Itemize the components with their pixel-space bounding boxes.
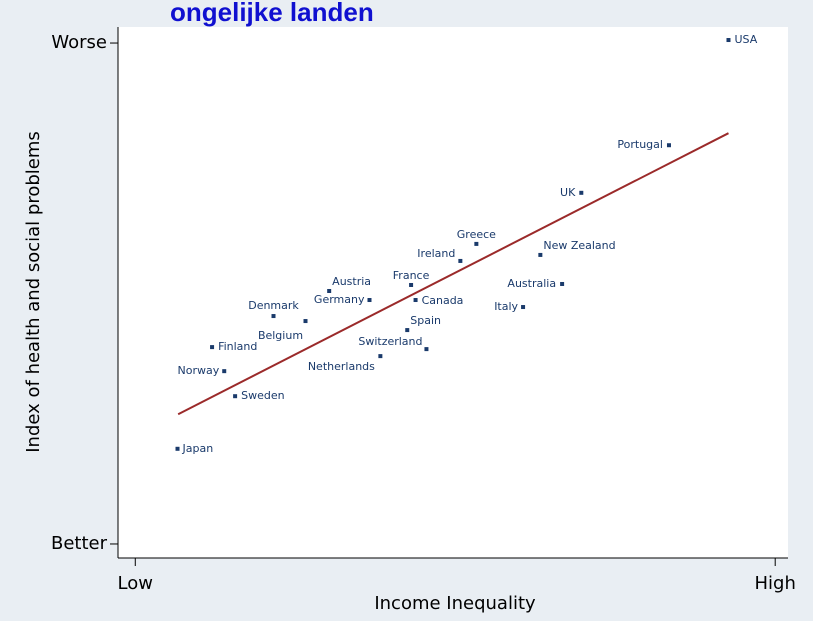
point: [367, 298, 372, 303]
point-label: New Zealand: [543, 239, 615, 252]
point: [175, 446, 180, 451]
x-tick-label: High: [755, 573, 796, 594]
point-label: Italy: [494, 300, 518, 313]
point-label: Australia: [507, 277, 556, 290]
point: [538, 252, 543, 257]
point-label: Ireland: [417, 247, 455, 260]
y-tick-label: Worse: [51, 32, 107, 53]
y-axis-title: Index of health and social problems: [23, 131, 44, 453]
point-label: Finland: [218, 340, 257, 353]
point-label: Austria: [332, 275, 371, 288]
point: [726, 38, 731, 43]
point: [327, 288, 332, 293]
point-label: Switzerland: [358, 335, 422, 348]
point-label: Greece: [457, 228, 496, 241]
point: [474, 241, 479, 246]
point: [413, 298, 418, 303]
point: [303, 319, 308, 324]
point-label: Spain: [410, 314, 441, 327]
point-label: UK: [560, 186, 576, 199]
point: [560, 281, 565, 286]
point: [579, 190, 584, 195]
point: [521, 305, 526, 310]
point: [233, 394, 238, 399]
point: [666, 143, 671, 148]
x-tick-label: Low: [118, 573, 153, 594]
point-label: France: [393, 269, 430, 282]
point: [222, 369, 227, 374]
point: [409, 282, 414, 287]
y-tick-label: Better: [51, 533, 108, 554]
point-label: Norway: [177, 364, 219, 377]
point-label: Netherlands: [308, 360, 375, 373]
point: [405, 328, 410, 333]
point-label: Germany: [314, 293, 365, 306]
plot-area: [118, 27, 788, 558]
point-label: Denmark: [248, 299, 299, 312]
x-axis-title: Income Inequality: [374, 593, 536, 614]
point: [458, 258, 463, 263]
point: [271, 314, 276, 319]
point-label: Portugal: [617, 138, 663, 151]
point: [378, 354, 383, 359]
fit-line: [177, 132, 729, 416]
point: [424, 347, 429, 352]
point-label: USA: [734, 33, 757, 46]
chart-title: ongelijke landen: [170, 0, 374, 27]
point-label: Japan: [182, 442, 214, 455]
point-label: Sweden: [241, 389, 284, 402]
point-label: Belgium: [258, 329, 303, 342]
point-label: Canada: [422, 294, 464, 307]
point: [210, 345, 215, 350]
